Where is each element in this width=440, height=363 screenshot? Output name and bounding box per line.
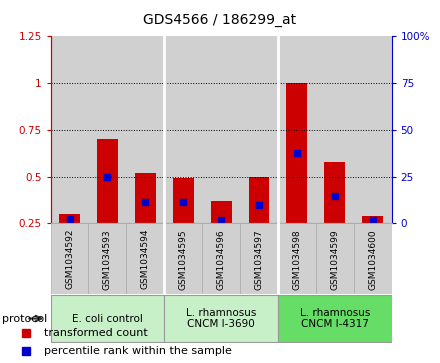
Bar	[316, 223, 354, 294]
Text: GSM1034594: GSM1034594	[141, 229, 150, 289]
Text: L. rhamnosus
CNCM I-4317: L. rhamnosus CNCM I-4317	[300, 308, 370, 329]
Bar	[278, 223, 316, 294]
Bar	[135, 173, 156, 223]
Bar	[249, 176, 269, 223]
Bar	[211, 201, 231, 223]
Bar	[316, 36, 354, 223]
Bar	[97, 139, 118, 223]
Text: transformed count: transformed count	[44, 328, 148, 338]
Bar	[286, 83, 307, 223]
Text: GSM1034598: GSM1034598	[292, 229, 301, 290]
Text: GSM1034597: GSM1034597	[254, 229, 264, 290]
Text: GSM1034595: GSM1034595	[179, 229, 188, 290]
Bar	[324, 162, 345, 223]
Bar	[240, 223, 278, 294]
Text: GSM1034592: GSM1034592	[65, 229, 74, 289]
Bar	[164, 223, 202, 294]
Bar	[126, 223, 164, 294]
Bar	[278, 295, 392, 342]
Text: GSM1034600: GSM1034600	[368, 229, 377, 290]
Text: E. coli control: E. coli control	[72, 314, 143, 323]
Text: protocol: protocol	[2, 314, 48, 323]
Bar	[88, 223, 126, 294]
Bar	[354, 36, 392, 223]
Bar	[164, 295, 278, 342]
Bar	[88, 36, 126, 223]
Text: percentile rank within the sample: percentile rank within the sample	[44, 346, 232, 356]
Bar	[362, 216, 383, 223]
Text: L. rhamnosus
CNCM I-3690: L. rhamnosus CNCM I-3690	[186, 308, 256, 329]
Bar	[59, 214, 80, 223]
Bar	[51, 36, 88, 223]
Bar	[126, 36, 164, 223]
Text: GSM1034599: GSM1034599	[330, 229, 339, 290]
Bar	[202, 36, 240, 223]
Bar	[51, 223, 88, 294]
Bar	[173, 178, 194, 223]
Text: GSM1034593: GSM1034593	[103, 229, 112, 290]
Text: GDS4566 / 186299_at: GDS4566 / 186299_at	[143, 13, 297, 27]
Bar	[51, 295, 164, 342]
Bar	[240, 36, 278, 223]
Bar	[202, 223, 240, 294]
Bar	[354, 223, 392, 294]
Bar	[164, 36, 202, 223]
Text: GSM1034596: GSM1034596	[216, 229, 226, 290]
Bar	[278, 36, 316, 223]
